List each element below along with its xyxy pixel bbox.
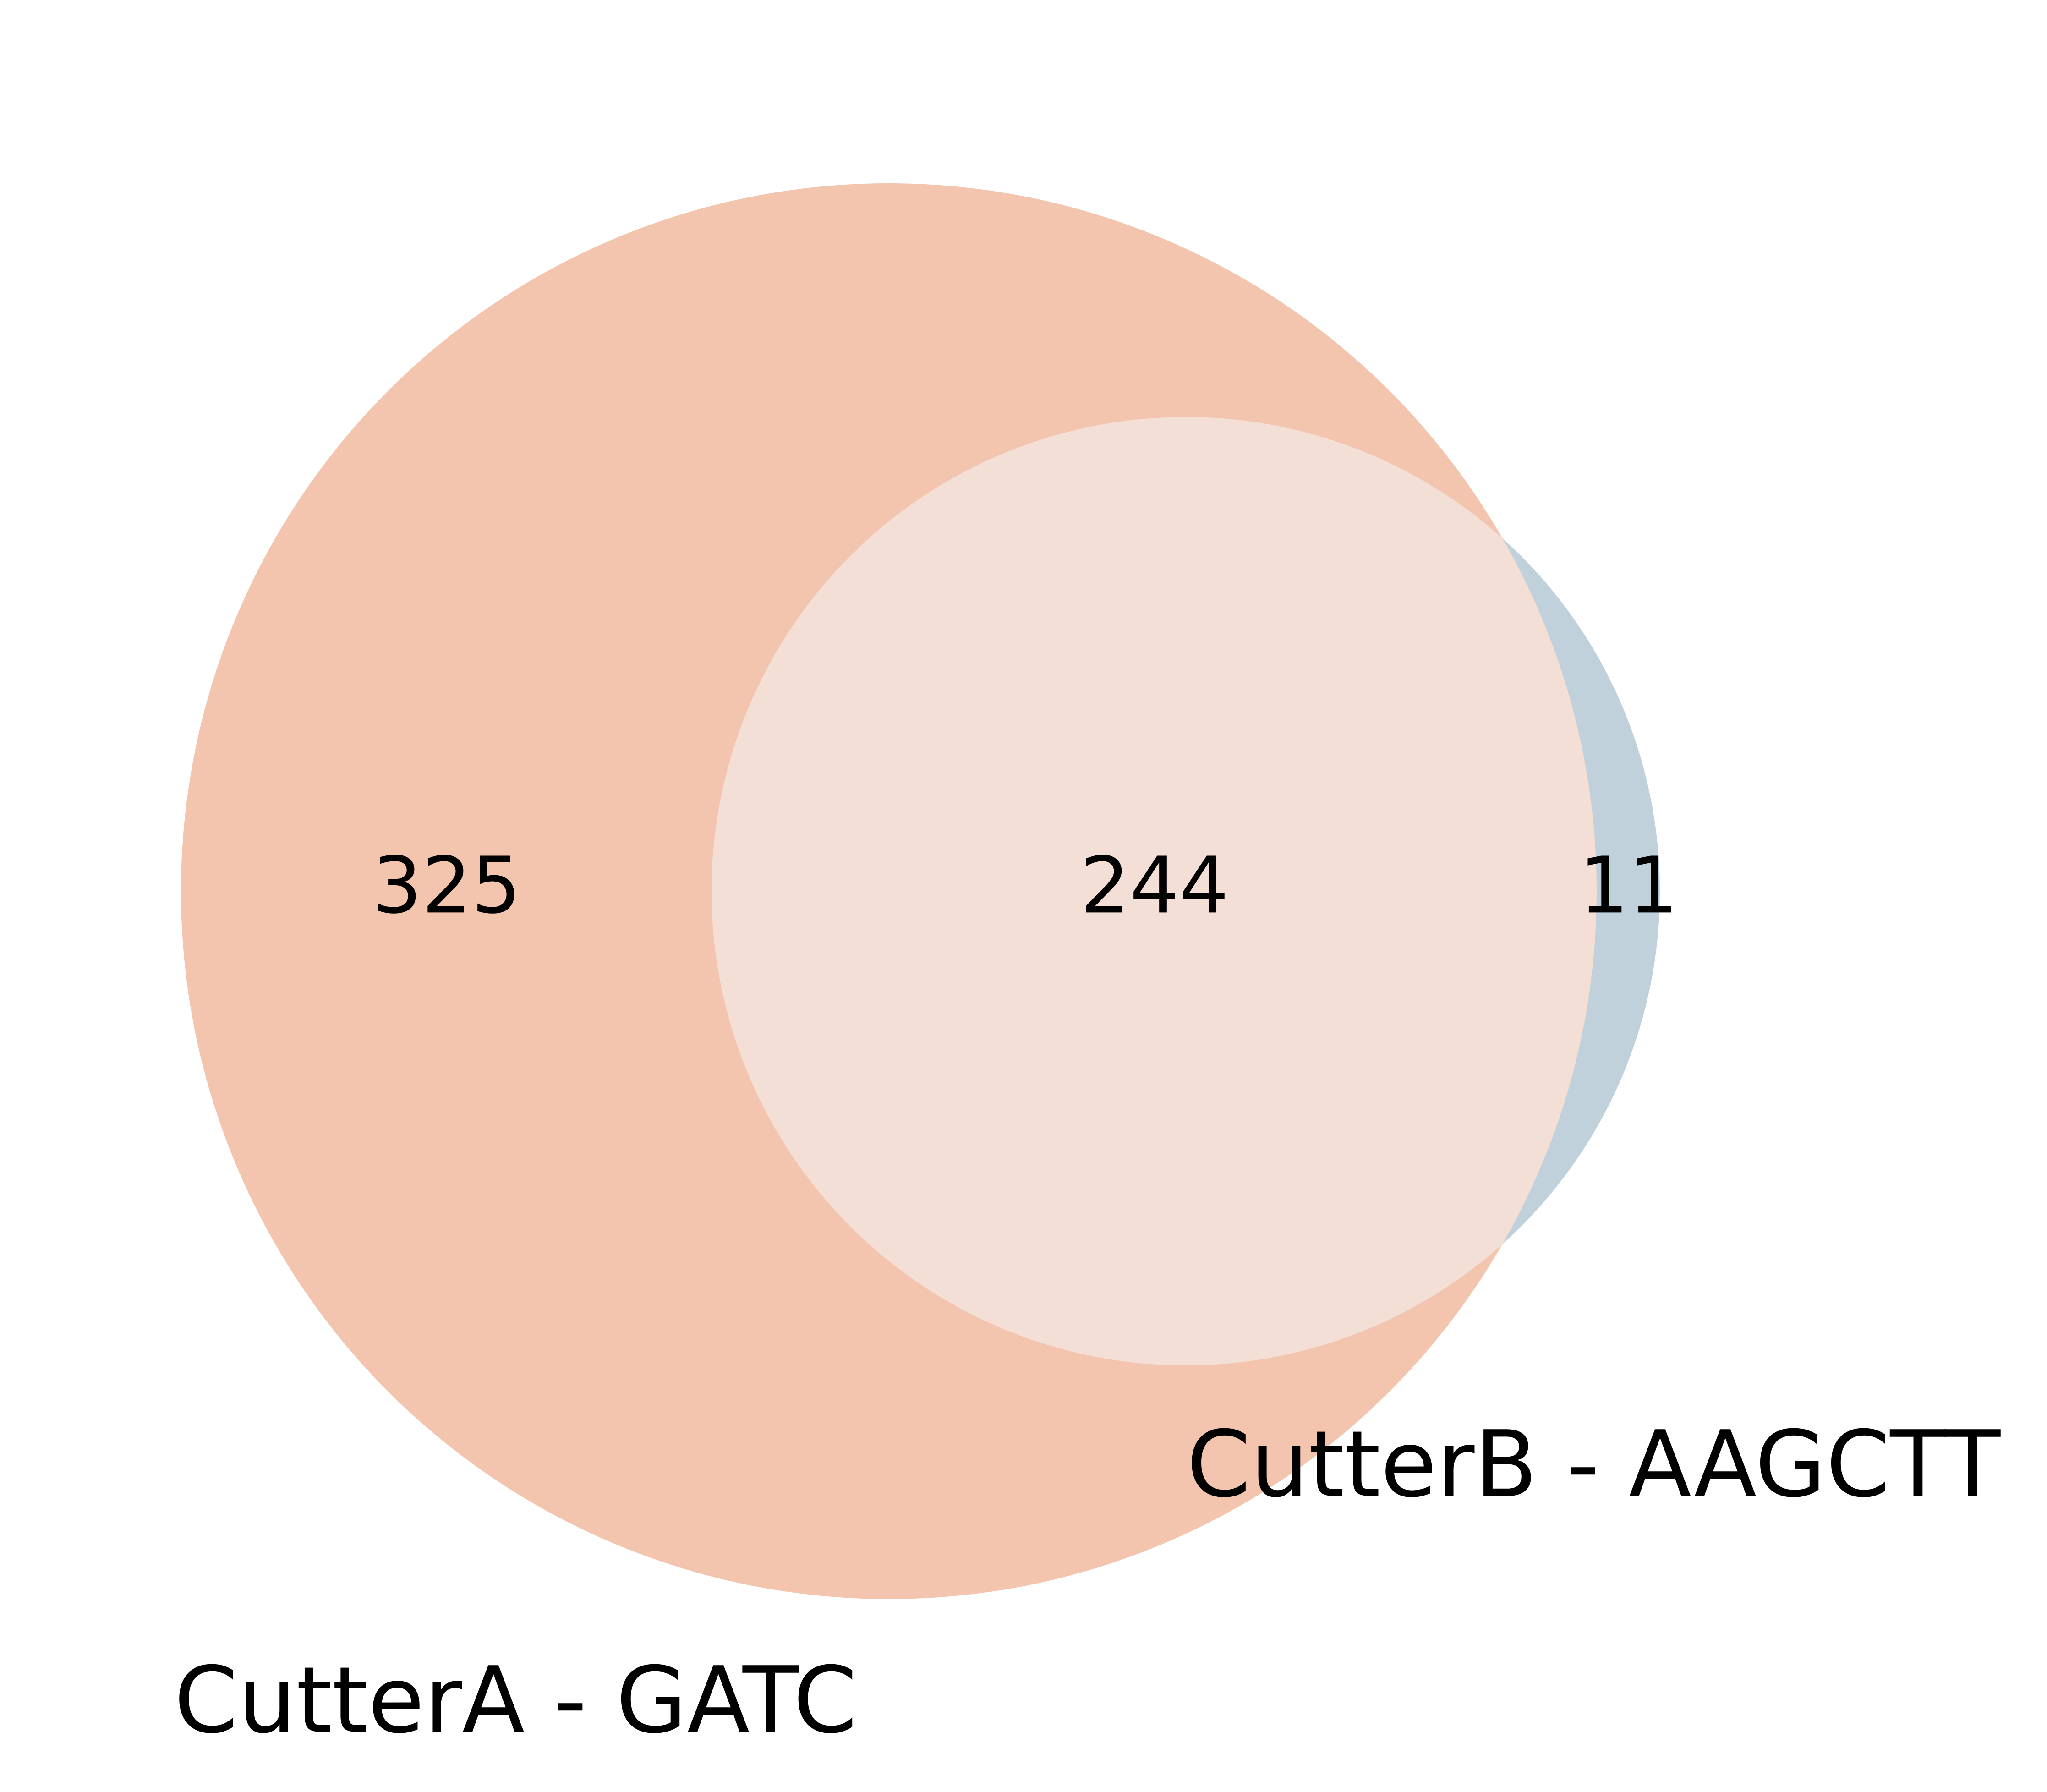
- only-b-count: 11: [1579, 840, 1678, 931]
- intersection-region: [712, 417, 1597, 1365]
- set-a-label: CutterA - GATC: [174, 1647, 857, 1754]
- only-a-count: 325: [372, 840, 521, 931]
- set-b-label: CutterB - AAGCTT: [1187, 1411, 2001, 1518]
- intersection-count: 244: [1080, 840, 1229, 931]
